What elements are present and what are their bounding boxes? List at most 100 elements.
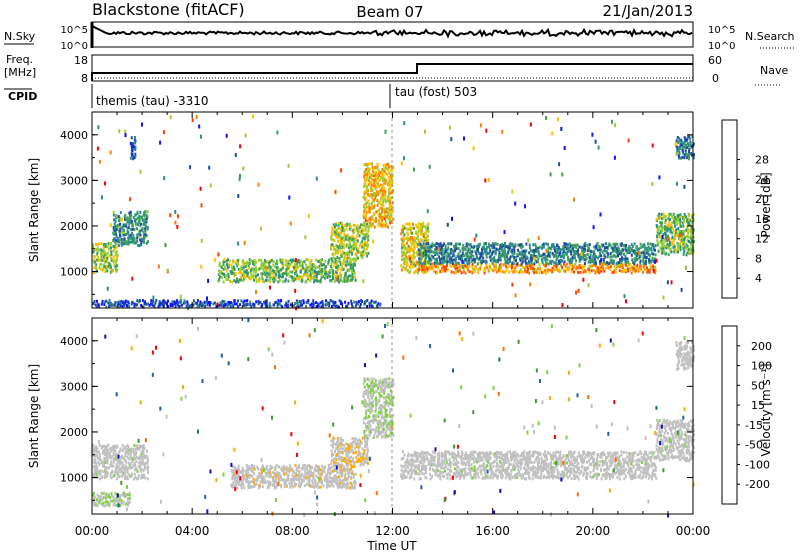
- power-cell: [473, 257, 476, 261]
- power-cell: [333, 225, 336, 229]
- power-cell: [361, 229, 363, 233]
- power-cell: [269, 280, 272, 284]
- power-cell: [252, 270, 255, 274]
- velocity-cell: [247, 480, 250, 484]
- power-cell: [400, 237, 403, 241]
- velocity-cell: [112, 457, 115, 461]
- power-cell: [407, 257, 409, 261]
- velocity-cell: [248, 476, 251, 479]
- power-cell: [443, 256, 446, 260]
- power-cell: [408, 265, 411, 268]
- velocity-cell: [379, 378, 382, 382]
- power-cell: [383, 192, 386, 196]
- power-cell: [127, 236, 130, 240]
- power-cell: [355, 300, 358, 304]
- power-scatter-point: [276, 130, 279, 135]
- power-cell: [269, 277, 271, 281]
- velocity-cell: [284, 479, 287, 483]
- velocity-cell: [290, 481, 293, 485]
- velocity-cell: [120, 474, 123, 478]
- power-cell: [513, 249, 516, 253]
- power-cell: [370, 224, 373, 228]
- velocity-cell: [235, 484, 238, 487]
- power-cell: [391, 208, 394, 212]
- velocity-cell: [379, 422, 382, 426]
- power-cell: [513, 247, 516, 250]
- power-scatter-point: [627, 138, 630, 143]
- velocity-cell: [98, 463, 101, 467]
- power-cell: [130, 136, 133, 140]
- power-cell: [301, 279, 304, 283]
- power-cell: [240, 265, 243, 269]
- velocity-cell: [343, 449, 346, 453]
- power-cell: [366, 164, 369, 168]
- power-cell: [340, 241, 343, 245]
- power-cell: [624, 262, 627, 266]
- power-cell: [247, 266, 250, 270]
- velocity-cell: [306, 464, 309, 468]
- power-cell: [380, 212, 383, 216]
- power-cell: [426, 267, 429, 271]
- power-cell: [603, 253, 606, 257]
- power-cell: [497, 269, 500, 273]
- power-cell: [109, 263, 112, 267]
- power-scatter-point: [239, 144, 242, 149]
- power-cell: [683, 217, 685, 221]
- power-cell: [474, 265, 477, 269]
- velocity-cell: [133, 444, 136, 447]
- power-cell: [603, 260, 605, 264]
- velocity-cell: [374, 407, 377, 411]
- velocity-cell: [359, 440, 362, 444]
- power-cell: [634, 252, 636, 256]
- power-cell: [497, 258, 500, 262]
- power-cell: [504, 251, 507, 255]
- velocity-cell: [130, 466, 133, 470]
- power-cell: [633, 242, 636, 246]
- power-cell: [110, 258, 113, 262]
- power-cell: [371, 162, 373, 166]
- velocity-cell: [337, 445, 340, 449]
- power-cell: [663, 244, 666, 248]
- power-cell: [362, 233, 365, 236]
- power-scatter-point: [334, 277, 337, 282]
- power-scatter-point: [667, 237, 670, 241]
- power-cell: [158, 300, 161, 304]
- power-cell: [491, 257, 493, 261]
- velocity-cell: [124, 445, 127, 449]
- power-scatter-point: [409, 256, 411, 261]
- power-cell: [668, 224, 671, 228]
- power-cell: [145, 302, 147, 306]
- power-cell: [402, 239, 405, 242]
- power-cell: [343, 246, 346, 250]
- velocity-cell: [340, 480, 343, 484]
- power-cell: [679, 218, 682, 221]
- power-cell: [561, 247, 564, 251]
- power-cell: [124, 299, 127, 303]
- power-cell: [409, 236, 412, 239]
- power-cell: [255, 300, 258, 304]
- velocity-cell: [366, 434, 369, 438]
- power-cell: [525, 249, 528, 253]
- power-cell: [420, 237, 423, 241]
- power-cell: [294, 302, 297, 305]
- power-cell: [464, 264, 467, 268]
- power-cell: [660, 223, 663, 227]
- velocity-cell: [332, 445, 334, 449]
- power-cell: [476, 244, 479, 248]
- velocity-cell: [99, 472, 102, 476]
- power-cell: [386, 167, 389, 171]
- power-scatter-point: [174, 220, 177, 225]
- power-cell: [119, 211, 122, 215]
- velocity-cell: [315, 464, 317, 468]
- power-cell: [501, 270, 504, 274]
- power-region-11: [92, 298, 382, 309]
- velocity-cell: [105, 455, 108, 459]
- velocity-cell: [264, 479, 267, 483]
- power-cell: [134, 152, 137, 156]
- power-cell: [350, 299, 353, 303]
- power-cell: [99, 258, 102, 262]
- power-cell: [130, 240, 133, 244]
- power-cell: [385, 210, 388, 214]
- power-cell: [379, 188, 382, 192]
- power-cell: [237, 280, 240, 284]
